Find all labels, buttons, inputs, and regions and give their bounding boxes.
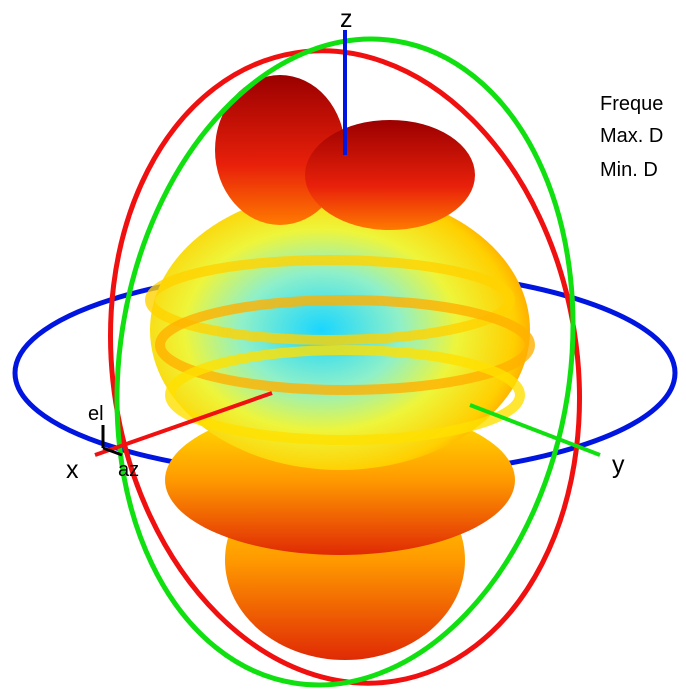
info-line: Max. D [600,125,663,147]
ripple [155,295,535,395]
upper-lobe [305,120,475,230]
z-label: z [340,5,353,33]
x-axis [94,391,273,457]
info-line: Min. D [600,159,658,181]
el-label: el [88,403,104,425]
info-line: Freque [600,93,663,115]
pattern-surface [145,75,535,660]
elevation-ring [114,36,576,688]
ripple [165,345,525,445]
az-label: az [118,459,139,481]
ripple [145,255,515,345]
az-arrow [102,446,123,457]
y-axis [469,403,601,457]
x-label: x [66,456,79,484]
y-label: y [612,451,625,479]
